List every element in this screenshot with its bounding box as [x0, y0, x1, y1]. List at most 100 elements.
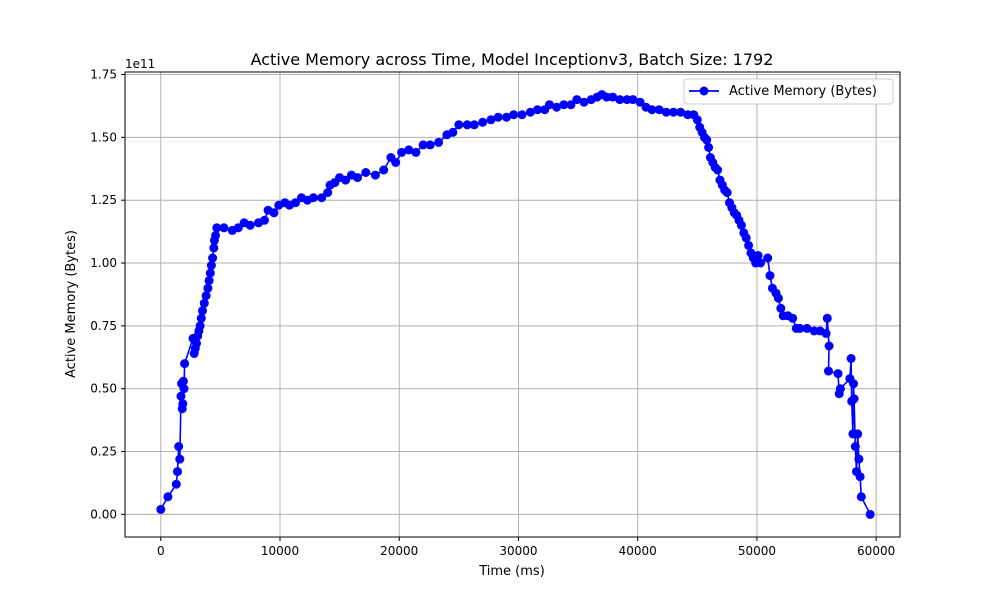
data-point [704, 142, 714, 152]
data-point [203, 283, 213, 293]
x-tick-label: 10000 [261, 544, 299, 558]
data-point [850, 442, 860, 451]
y-axis-label: Active Memory (Bytes) [64, 230, 79, 378]
data-point [156, 504, 166, 514]
y-tick-label: 0.25 [90, 445, 117, 459]
legend-label: Active Memory (Bytes) [729, 84, 877, 99]
data-point [486, 115, 496, 125]
y-tick-label: 0.50 [90, 382, 117, 396]
data-point [865, 509, 875, 519]
data-point [559, 100, 569, 110]
data-point [821, 328, 831, 338]
data-point [833, 369, 843, 379]
data-point [776, 303, 786, 313]
chart-title: Active Memory across Time, Model Incepti… [251, 50, 774, 69]
data-point [163, 492, 173, 502]
data-point [824, 366, 833, 376]
grid-lines [125, 72, 900, 537]
data-point [765, 271, 775, 281]
data-point [692, 115, 702, 125]
data-point [211, 230, 221, 240]
data-point [849, 394, 859, 404]
data-point [201, 291, 211, 301]
data-point [702, 135, 712, 145]
data-point [317, 193, 327, 203]
data-point [615, 95, 625, 105]
data-point [835, 384, 845, 394]
data-point [802, 323, 812, 333]
data-point [205, 268, 215, 278]
y-tick-label: 1.50 [90, 130, 117, 144]
data-point [853, 429, 863, 439]
data-point [669, 107, 678, 117]
data-point [212, 223, 222, 233]
data-point [736, 220, 746, 230]
y-tick-label: 1.00 [90, 256, 117, 270]
y-tick-label: 1.75 [90, 68, 117, 82]
data-point [204, 276, 214, 286]
data-point [628, 95, 638, 105]
data-point [434, 137, 444, 147]
data-point [308, 193, 318, 203]
data-point [469, 120, 479, 130]
data-point [425, 140, 435, 150]
data-point [517, 110, 527, 120]
data-point [233, 223, 243, 233]
x-axis: 0 10000 20000 30000 40000 50000 60000 [157, 537, 895, 558]
data-point [478, 117, 488, 127]
y-axis: 0.00 0.25 0.50 0.75 1.00 1.25 1.50 1.75 [90, 68, 125, 521]
x-tick-label: 30000 [499, 544, 537, 558]
data-point [525, 107, 535, 117]
data-point [418, 140, 428, 150]
data-point [245, 220, 255, 230]
data-point [219, 223, 229, 233]
data-point [192, 339, 201, 348]
data-point [454, 120, 464, 130]
data-point [269, 208, 279, 218]
data-point [788, 313, 798, 323]
data-point [661, 107, 671, 117]
y-tick-label: 1.25 [90, 193, 117, 207]
data-point [353, 173, 362, 183]
data-point [773, 293, 783, 303]
data-point [206, 261, 216, 270]
y-tick-label: 0.00 [90, 507, 117, 521]
data-point [176, 391, 186, 401]
data-point [178, 376, 188, 386]
data-point [493, 112, 503, 122]
data-point [741, 233, 751, 243]
data-point [533, 105, 542, 115]
data-point [566, 100, 576, 110]
data-point [173, 467, 182, 477]
data-point [849, 379, 858, 389]
data-point [208, 253, 218, 263]
data-point [196, 313, 206, 323]
data-point [635, 97, 645, 107]
data-point [323, 188, 333, 198]
plot-frame [124, 71, 901, 538]
data-point [209, 243, 219, 253]
data-point [175, 454, 185, 464]
series-layer [156, 90, 875, 519]
data-point [379, 165, 389, 175]
data-point [171, 479, 181, 489]
data-point [552, 102, 562, 112]
data-point [846, 354, 856, 363]
data-point [361, 168, 371, 177]
data-point [579, 97, 589, 107]
data-point [753, 251, 763, 260]
x-tick-label: 0 [157, 544, 165, 558]
data-point [855, 472, 865, 482]
data-point [448, 127, 458, 137]
data-point [370, 170, 380, 180]
data-point [763, 253, 773, 263]
data-point [654, 105, 664, 115]
data-point [744, 240, 754, 250]
data-point [572, 95, 582, 105]
data-point [198, 306, 207, 316]
data-point [502, 112, 511, 122]
y-offset-label: 1e11 [125, 57, 155, 71]
legend-box [683, 78, 894, 105]
data-point [411, 147, 421, 157]
